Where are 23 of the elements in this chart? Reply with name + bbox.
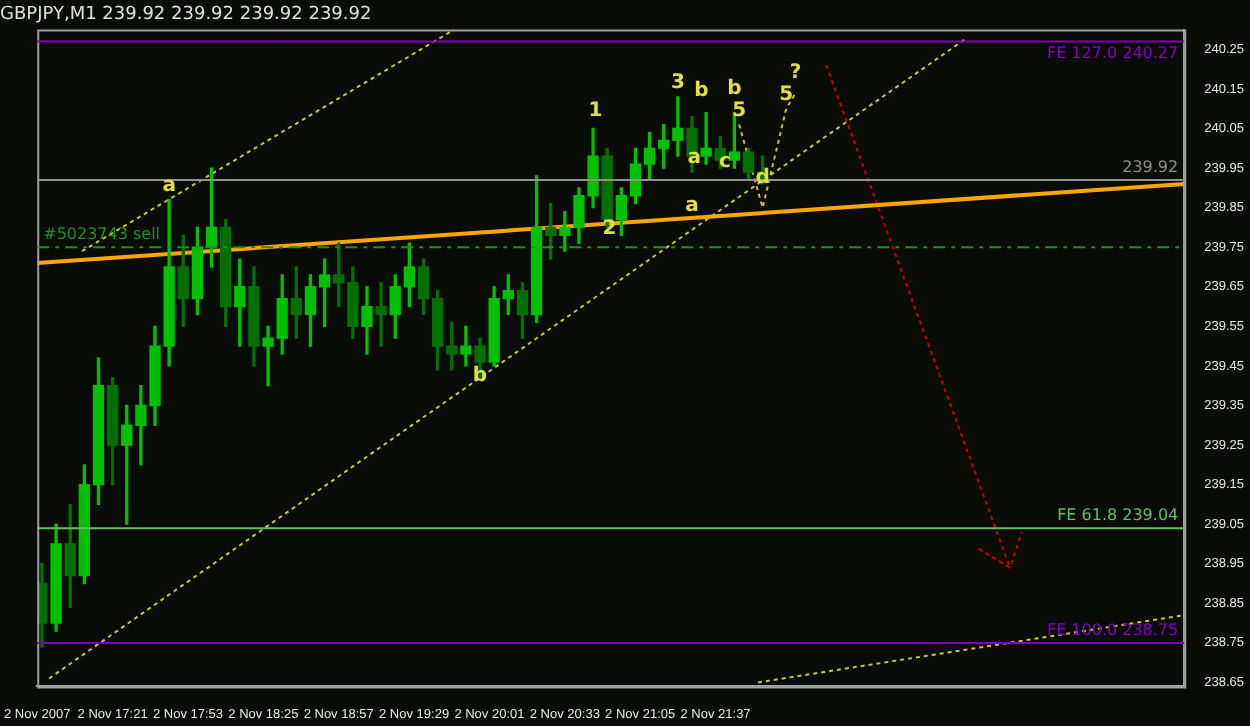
annotation: b xyxy=(694,79,709,102)
annotation: b xyxy=(472,364,488,387)
annotation: a xyxy=(687,147,702,170)
candlestick xyxy=(700,112,712,165)
line-series xyxy=(825,64,1023,569)
annotation: a xyxy=(685,194,699,217)
annotation: ? xyxy=(789,61,802,84)
annotation: 3 xyxy=(670,72,685,95)
candlestick xyxy=(460,325,472,367)
ref-line-label: FE 61.8 239.04 xyxy=(1057,506,1179,525)
annotation: b xyxy=(727,77,742,100)
annotation: 1 xyxy=(588,99,603,122)
ref-line-label: #5023743 sell xyxy=(43,225,161,244)
candlestick xyxy=(375,282,387,347)
annotation: c xyxy=(719,151,732,174)
ref-line-label: 239.92 xyxy=(1122,158,1179,177)
ref-line-label: FE 127.0 240.27 xyxy=(1046,43,1179,62)
ref-line-label: FE 100.0 238.75 xyxy=(1046,621,1179,640)
annotation: 5 xyxy=(732,99,747,122)
annotation: a xyxy=(162,174,176,197)
annotation: 2 xyxy=(602,218,617,241)
chart-title: GBPJPY,M1 239.92 239.92 239.92 239.92 xyxy=(0,5,372,26)
annotation: 5 xyxy=(779,83,794,106)
